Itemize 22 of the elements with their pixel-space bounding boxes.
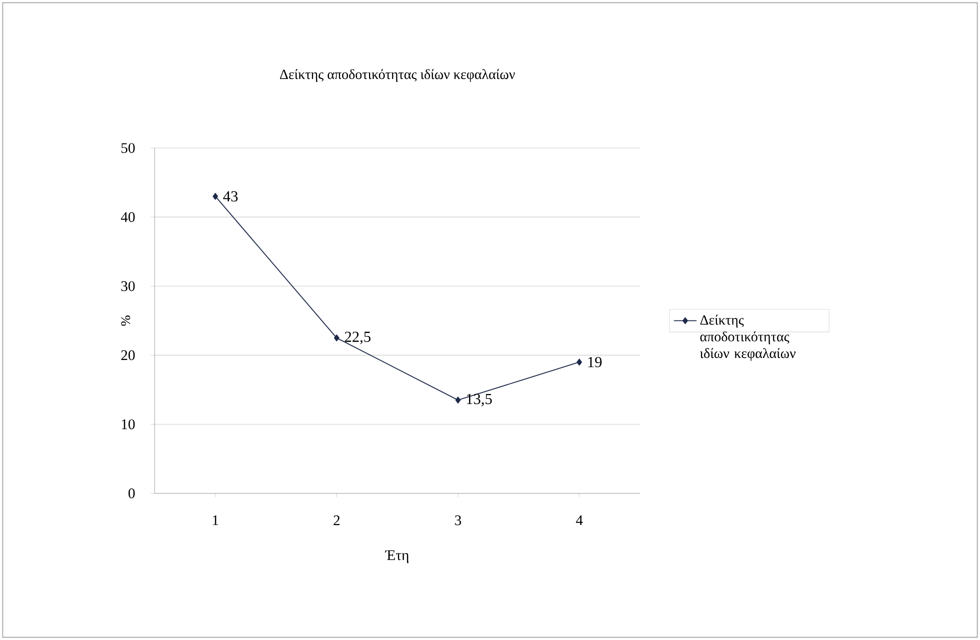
x-tick-label: 1: [212, 515, 218, 526]
x-tick-label: 4: [576, 515, 583, 526]
y-tick-label: 20: [121, 350, 135, 360]
x-axis-title: Έτη: [384, 550, 408, 564]
data-label: 22,5: [344, 332, 370, 344]
y-tick-label: 10: [122, 419, 135, 430]
y-tick-label: 40: [120, 212, 135, 222]
y-tick-label: 0: [128, 488, 135, 498]
data-label: 19: [588, 356, 602, 368]
point: [334, 334, 340, 342]
point: [212, 192, 218, 200]
y-tick-label: 50: [121, 143, 135, 153]
point: [455, 396, 461, 404]
x-tick-label: 3: [455, 515, 462, 526]
y-tick-label: 30: [121, 281, 135, 292]
x-tick-label: 2: [334, 515, 340, 526]
point: [576, 358, 582, 366]
data-label: 13,5: [466, 394, 492, 406]
y-axis-title: %: [121, 316, 130, 326]
chart-title: Δείκτης αποδοτικότητας ιδίων κεφαλαίων: [280, 69, 515, 82]
legend-label: Δείκτης αποδοτικότητας ιδίων κεφαλαίων: [700, 314, 796, 361]
data-label: 43: [223, 191, 238, 202]
